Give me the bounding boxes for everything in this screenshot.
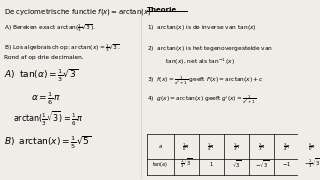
Text: $\tan(x)$, net als $\tan^{-1}(x)$: $\tan(x)$, net als $\tan^{-1}(x)$ — [156, 56, 235, 67]
Text: 3)  $f(x) = \frac{1}{x^2+1}$ geeft $F(x) = \arctan(x) + c$: 3) $f(x) = \frac{1}{x^2+1}$ geeft $F(x) … — [147, 74, 264, 87]
Text: $-1$: $-1$ — [283, 160, 292, 168]
Text: B) Los algebraisch op: $\arctan(x) = \frac{1}{3}\sqrt{3}$.: B) Los algebraisch op: $\arctan(x) = \fr… — [4, 42, 121, 54]
Text: 1)  $\arctan(x)$ is de inverse van $\tan(x)$: 1) $\arctan(x)$ is de inverse van $\tan(… — [147, 23, 256, 32]
Text: $\frac{1}{3}\sqrt{3}$: $\frac{1}{3}\sqrt{3}$ — [180, 158, 193, 170]
Text: $-\sqrt{3}$: $-\sqrt{3}$ — [255, 159, 269, 170]
Text: $\frac{1}{6}\pi$: $\frac{1}{6}\pi$ — [182, 141, 190, 152]
Text: $\frac{5}{6}\pi$: $\frac{5}{6}\pi$ — [308, 141, 316, 152]
Text: $\arctan(\frac{1}{3}\sqrt{3}) = \frac{1}{6}\pi$: $\arctan(\frac{1}{3}\sqrt{3}) = \frac{1}… — [13, 109, 83, 128]
Text: $\tan(a)$: $\tan(a)$ — [152, 160, 168, 169]
Text: $\alpha = \frac{1}{6}\pi$: $\alpha = \frac{1}{6}\pi$ — [31, 90, 61, 107]
Text: $B)\;\; \arctan(x) = \frac{1}{5}\sqrt{5}$: $B)\;\; \arctan(x) = \frac{1}{5}\sqrt{5}… — [4, 134, 92, 151]
Text: $\frac{1}{4}\pi$: $\frac{1}{4}\pi$ — [207, 141, 215, 152]
Text: $A)\;\; \tan(\alpha) = \frac{1}{3}\sqrt{3}$: $A)\;\; \tan(\alpha) = \frac{1}{3}\sqrt{… — [4, 67, 79, 84]
Text: $\frac{1}{3}\pi$: $\frac{1}{3}\pi$ — [233, 141, 241, 152]
Text: $\sqrt{3}$: $\sqrt{3}$ — [232, 159, 242, 170]
Text: $-\frac{1}{3}\sqrt{3}$: $-\frac{1}{3}\sqrt{3}$ — [304, 158, 320, 170]
Text: 2)  $\arctan(x)$ is het tegenovergestelde van: 2) $\arctan(x)$ is het tegenovergestelde… — [147, 44, 273, 53]
Text: Theorie: Theorie — [147, 7, 177, 13]
Text: $\frac{3}{4}\pi$: $\frac{3}{4}\pi$ — [283, 141, 291, 152]
Text: Rond af op drie decimalen.: Rond af op drie decimalen. — [4, 55, 84, 60]
Text: De cyclometrische functie $f(x) = \arctan(x)$: De cyclometrische functie $f(x) = \arcta… — [4, 7, 152, 17]
Text: $1$: $1$ — [209, 160, 214, 168]
Text: A) Bereken exact $\arctan(\frac{1}{3}\sqrt{3})$.: A) Bereken exact $\arctan(\frac{1}{3}\sq… — [4, 23, 96, 35]
Text: $\frac{2}{3}\pi$: $\frac{2}{3}\pi$ — [258, 141, 266, 152]
Text: 4)  $g(x) = \arctan(x)$ geeft $g'(x) = \frac{1}{x^2+1}$: 4) $g(x) = \arctan(x)$ geeft $g'(x) = \f… — [147, 94, 256, 106]
Text: $a$: $a$ — [158, 143, 163, 150]
